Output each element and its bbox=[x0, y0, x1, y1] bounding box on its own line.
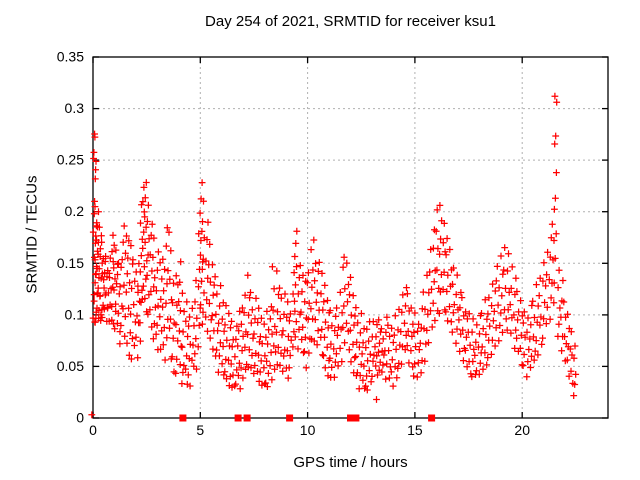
y-tick-label: 0.15 bbox=[57, 255, 84, 271]
y-tick-label: 0.1 bbox=[65, 306, 85, 322]
x-tick-label: 5 bbox=[196, 422, 204, 438]
flagged-epoch-square bbox=[347, 414, 354, 422]
y-tick-label: 0.2 bbox=[65, 203, 85, 219]
tick-labels: 0 5 10 15 20 0 0.05 0.1 0.15 0.2 0.25 0.3 0.35 bbox=[57, 49, 530, 439]
x-tick-label: 10 bbox=[300, 422, 316, 438]
y-tick-label: 0.35 bbox=[57, 49, 84, 65]
y-tick-label: 0.3 bbox=[65, 100, 85, 116]
x-tick-label: 20 bbox=[514, 422, 530, 438]
flagged-epoch-square bbox=[286, 414, 294, 422]
y-tick-label: 0 bbox=[76, 410, 84, 426]
gridlines bbox=[93, 57, 608, 418]
flagged-epoch-square bbox=[352, 414, 360, 422]
y-tick-label: 0.25 bbox=[57, 152, 84, 168]
chart-title: Day 254 of 2021, SRMTID for receiver ksu… bbox=[205, 13, 496, 30]
y-tick-label: 0.05 bbox=[57, 358, 84, 374]
flagged-epoch-square bbox=[179, 414, 187, 422]
x-axis-label: GPS time / hours bbox=[293, 454, 408, 471]
flagged-epoch-square bbox=[428, 414, 436, 422]
x-tick-label: 0 bbox=[89, 422, 97, 438]
scatter-points-srmtid bbox=[88, 92, 580, 419]
y-axis-label: SRMTID / TECUs bbox=[23, 175, 41, 294]
flagged-epoch-markers bbox=[179, 414, 436, 422]
flagged-epoch-square bbox=[234, 414, 242, 422]
x-tick-label: 15 bbox=[407, 422, 423, 438]
flagged-epoch-square bbox=[243, 414, 251, 422]
